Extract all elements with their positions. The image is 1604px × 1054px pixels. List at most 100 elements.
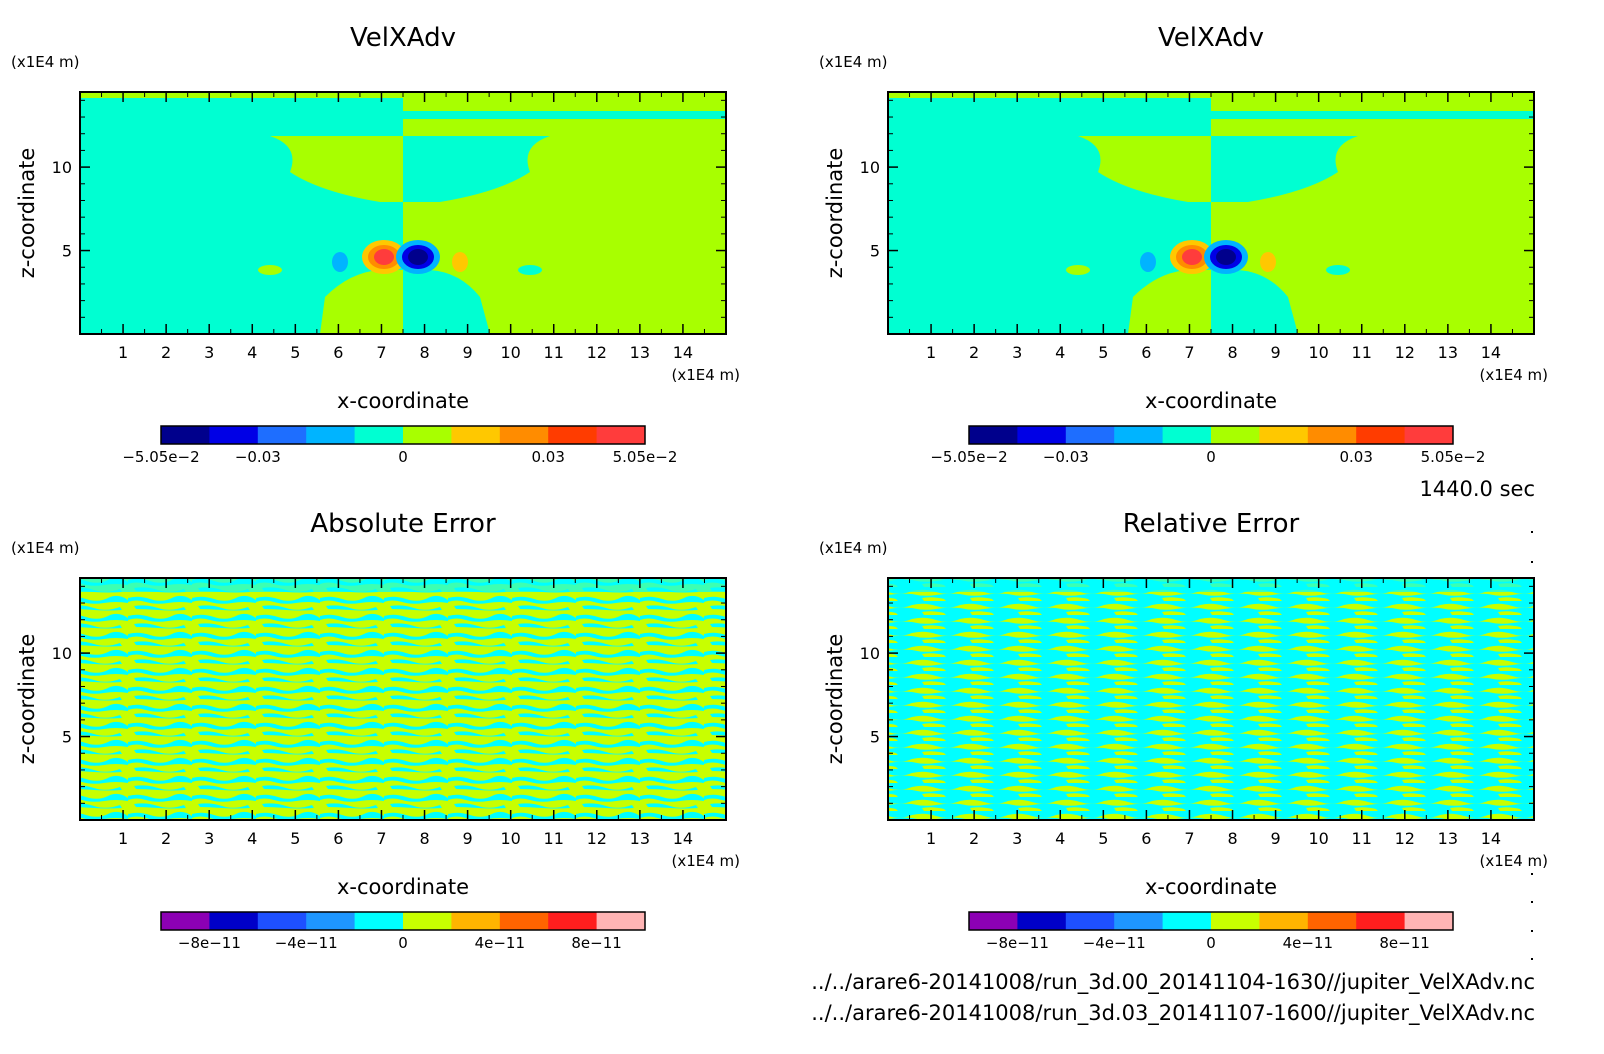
x-tick-label: 3 [1012,829,1022,848]
x-tick-label: 6 [333,829,343,848]
colorbar-label: −4e−11 [275,934,338,952]
x-tick-label: 5 [290,829,300,848]
x-tick-label: 4 [247,829,257,848]
colorbar-swatch [969,426,1018,444]
colorbar-swatch [548,426,598,444]
colorbar-label: −0.03 [1043,448,1089,466]
colorbar-swatch [306,912,356,930]
x-tick-label: 7 [376,829,386,848]
x-tick-label: 10 [1308,343,1328,362]
colorbar-label: 0 [1206,934,1216,952]
colorbar-label: 0.03 [531,448,564,466]
blob [1260,252,1276,272]
upper-band [80,111,726,119]
colorbar-label: 5.05e−2 [613,448,678,466]
x-tick-label: 1 [926,829,936,848]
x-tick-label: 14 [673,829,693,848]
colorbar-label: −8e−11 [178,934,241,952]
x-tick-label: 13 [1438,343,1458,362]
colorbar-swatch [354,912,404,930]
colorbar-swatch [499,426,549,444]
colorbar-frame [968,911,1454,931]
x-tick-label: 8 [1227,829,1237,848]
colorbar-label: 0 [398,934,408,952]
x-axis-unit: (x1E4 m) [1479,366,1548,384]
x-tick-label: 1 [926,343,936,362]
x-axis-unit: (x1E4 m) [671,852,740,870]
x-axis-label: x-coordinate [1145,875,1277,899]
y-tick-label: 5 [62,242,72,261]
colorbar-swatch [1307,912,1357,930]
x-tick-label: 10 [500,829,520,848]
y-tick-label: 10 [52,158,72,177]
x-tick-label: 14 [1481,829,1501,848]
x-tick-label: 7 [1184,343,1194,362]
x-tick-label: 13 [630,343,650,362]
colorbar-swatch [1211,426,1260,444]
x-tick-label: 5 [290,343,300,362]
x-axis-unit: (x1E4 m) [671,366,740,384]
y-axis-unit: (x1E4 m) [819,539,888,557]
x-tick-label: 8 [419,829,429,848]
y-axis-unit: (x1E4 m) [819,53,888,71]
x-tick-label: 7 [1184,829,1194,848]
lower-left [320,270,403,334]
hourglass-left [1078,136,1211,202]
y-tick-label: 5 [870,242,880,261]
vortex-pos-3 [1182,249,1202,265]
x-tick-label: 12 [1395,343,1415,362]
colorbar-swatch [1211,912,1260,930]
y-axis-label: z-coordinate [15,634,39,765]
x-tick-label: 3 [204,829,214,848]
hourglass-right [403,136,550,202]
y-axis-label: z-coordinate [823,634,847,765]
file-path-1: ../../arare6-20141008/run_3d.00_20141104… [811,970,1535,995]
colorbar-frame [160,911,646,931]
colorbar-label: 4e−11 [1283,934,1333,952]
x-tick-label: 9 [463,343,473,362]
colorbar-swatch [1404,912,1454,930]
chart-title: Relative Error [1123,509,1300,539]
x-tick-label: 10 [500,343,520,362]
y-tick-label: 10 [860,158,880,177]
colorbar-label: −8e−11 [986,934,1049,952]
x-tick-label: 9 [1271,343,1281,362]
x-tick-label: 1 [118,829,128,848]
x-tick-label: 5 [1098,829,1108,848]
vortex-pos-3 [374,249,394,265]
colorbar-swatch [1114,912,1164,930]
y-axis-unit: (x1E4 m) [11,539,80,557]
colorbar-swatch [403,912,452,930]
colorbar-swatch [1259,426,1309,444]
colorbar-swatch [1404,426,1454,444]
colorbar-label: 8e−11 [571,934,621,952]
colorbar-swatch [1017,912,1067,930]
x-tick-label: 11 [1352,829,1372,848]
vortex-neg-3 [1216,249,1236,265]
y-tick-label: 10 [52,644,72,663]
colorbar-swatch [306,426,356,444]
lower-right [1211,270,1298,334]
colorbar-swatch [354,426,404,444]
panel-relative-error: Relative Error(x1E4 m)1 2 3 4 5 6 7 8 9 10 11 12 13 1… [819,509,1548,952]
x-tick-label: 8 [419,343,429,362]
x-tick-label: 14 [1481,343,1501,362]
x-tick-label: 1 [118,343,128,362]
colorbar-swatch [451,426,501,444]
colorbar-label: 8e−11 [1379,934,1429,952]
blob [1140,252,1156,272]
x-tick-label: 13 [630,829,650,848]
colorbar-swatch [1065,426,1115,444]
y-axis-unit: (x1E4 m) [11,53,80,71]
x-tick-label: 6 [1141,829,1151,848]
contour-field [888,92,1534,334]
colorbar-frame [968,425,1454,445]
colorbar-label: 5.05e−2 [1421,448,1486,466]
colorbar-swatch [1356,912,1406,930]
colorbar-swatch [1065,912,1115,930]
colorbar-swatch [451,912,501,930]
x-axis-label: x-coordinate [337,875,469,899]
x-tick-label: 3 [204,343,214,362]
x-tick-label: 6 [333,343,343,362]
colorbar-swatch [161,912,210,930]
